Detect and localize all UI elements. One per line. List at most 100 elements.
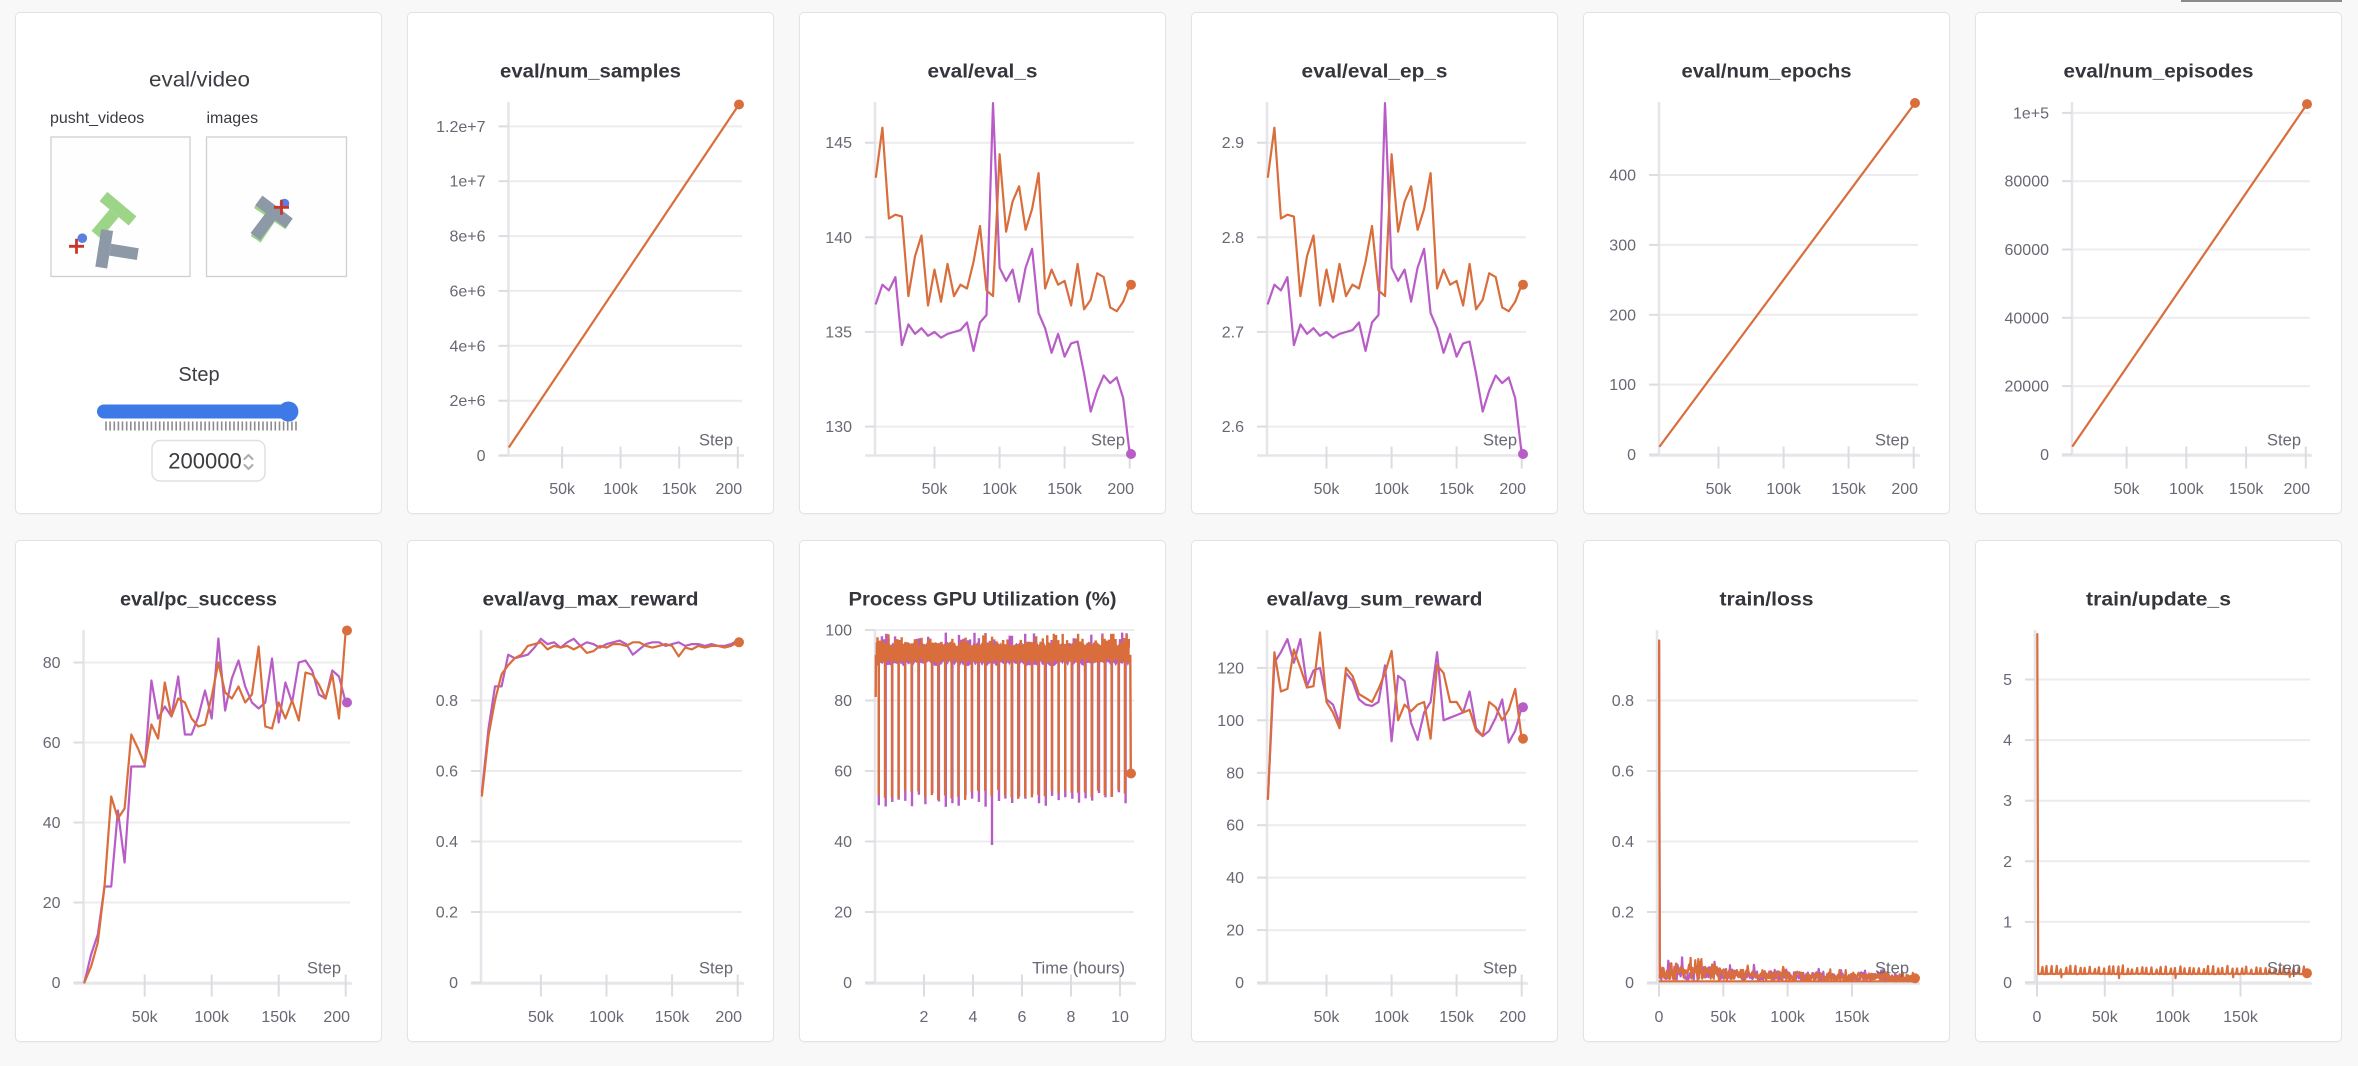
svg-text:20: 20 [834, 905, 852, 922]
svg-text:150k: 150k [1047, 481, 1083, 498]
svg-text:40: 40 [43, 815, 61, 832]
svg-text:0.2: 0.2 [436, 905, 458, 922]
svg-text:200: 200 [715, 481, 742, 498]
svg-text:0.8: 0.8 [436, 693, 458, 710]
svg-text:135: 135 [825, 324, 852, 341]
svg-text:Step: Step [1875, 432, 1909, 450]
svg-text:4: 4 [969, 1009, 978, 1026]
svg-text:100k: 100k [1770, 1009, 1806, 1026]
svg-text:40: 40 [834, 834, 852, 851]
svg-text:150k: 150k [1835, 1009, 1871, 1026]
svg-text:140: 140 [825, 230, 852, 247]
svg-text:0.6: 0.6 [436, 764, 458, 781]
svg-text:400: 400 [1609, 168, 1636, 185]
svg-text:100k: 100k [982, 481, 1018, 498]
svg-text:150k: 150k [2229, 481, 2265, 498]
svg-text:200: 200 [1107, 481, 1134, 498]
svg-text:100: 100 [825, 623, 852, 640]
svg-text:100k: 100k [1374, 1009, 1410, 1026]
svg-text:4: 4 [2003, 733, 2012, 750]
svg-text:2: 2 [2003, 854, 2012, 871]
svg-text:0: 0 [52, 975, 61, 992]
svg-text:100k: 100k [589, 1009, 625, 1026]
svg-text:0: 0 [1627, 447, 1636, 464]
svg-text:images: images [207, 110, 259, 127]
svg-text:Step: Step [2267, 960, 2301, 978]
svg-text:0: 0 [2003, 975, 2012, 992]
svg-text:50k: 50k [922, 481, 949, 498]
svg-text:eval/num_samples: eval/num_samples [500, 62, 681, 83]
svg-text:0: 0 [1625, 975, 1634, 992]
svg-text:200: 200 [2283, 481, 2310, 498]
svg-text:150k: 150k [655, 1009, 691, 1026]
svg-text:pusht_videos: pusht_videos [50, 110, 144, 127]
svg-text:0: 0 [2033, 1009, 2042, 1026]
svg-text:60: 60 [834, 764, 852, 781]
svg-text:1e+5: 1e+5 [2013, 105, 2049, 122]
svg-text:0: 0 [477, 448, 486, 465]
svg-text:50k: 50k [549, 481, 576, 498]
svg-text:200: 200 [1891, 481, 1918, 498]
svg-text:1.2e+7: 1.2e+7 [436, 119, 485, 136]
svg-text:5: 5 [2003, 672, 2012, 689]
svg-text:300: 300 [1609, 237, 1636, 254]
svg-text:eval/pc_success: eval/pc_success [120, 590, 277, 611]
svg-text:100k: 100k [603, 481, 639, 498]
svg-text:80: 80 [43, 655, 61, 672]
svg-text:50k: 50k [528, 1009, 555, 1026]
svg-text:80: 80 [834, 693, 852, 710]
svg-text:2.6: 2.6 [1222, 419, 1244, 436]
svg-text:2.8: 2.8 [1222, 230, 1244, 247]
svg-text:1: 1 [2003, 914, 2012, 931]
svg-text:Step: Step [699, 960, 733, 978]
svg-text:Step: Step [1483, 960, 1517, 978]
svg-text:eval/num_episodes: eval/num_episodes [2064, 62, 2254, 83]
svg-text:150k: 150k [2223, 1009, 2259, 1026]
svg-text:3: 3 [2003, 793, 2012, 810]
svg-text:0.8: 0.8 [1612, 693, 1634, 710]
svg-text:2e+6: 2e+6 [449, 393, 485, 410]
svg-text:100: 100 [1217, 713, 1244, 730]
svg-text:100k: 100k [2155, 1009, 2191, 1026]
svg-text:200: 200 [1609, 307, 1636, 324]
svg-text:0: 0 [843, 975, 852, 992]
svg-text:Step: Step [699, 432, 733, 450]
svg-text:80: 80 [1226, 765, 1244, 782]
svg-text:8: 8 [1067, 1009, 1076, 1026]
svg-text:8e+6: 8e+6 [449, 229, 485, 246]
svg-text:50k: 50k [2114, 481, 2141, 498]
svg-text:0.4: 0.4 [1612, 834, 1634, 851]
svg-text:100k: 100k [1766, 481, 1802, 498]
svg-text:6e+6: 6e+6 [449, 283, 485, 300]
svg-text:train/update_s: train/update_s [2086, 590, 2231, 611]
svg-text:200: 200 [323, 1009, 350, 1026]
svg-text:Step: Step [1483, 432, 1517, 450]
svg-text:60000: 60000 [2005, 242, 2050, 259]
svg-text:Step: Step [1875, 960, 1909, 978]
svg-text:2.9: 2.9 [1222, 135, 1244, 152]
svg-text:0.2: 0.2 [1612, 905, 1634, 922]
svg-text:100: 100 [1609, 377, 1636, 394]
svg-text:40000: 40000 [2005, 310, 2050, 327]
svg-text:50k: 50k [1314, 1009, 1341, 1026]
svg-text:0: 0 [449, 975, 458, 992]
svg-text:150k: 150k [1439, 481, 1475, 498]
svg-text:150k: 150k [662, 481, 698, 498]
svg-text:eval/eval_s: eval/eval_s [928, 62, 1038, 83]
svg-text:200: 200 [715, 1009, 742, 1026]
svg-text:Step: Step [1091, 432, 1125, 450]
svg-text:50k: 50k [1710, 1009, 1737, 1026]
svg-text:train/loss: train/loss [1720, 590, 1814, 611]
svg-text:eval/video: eval/video [149, 69, 250, 92]
svg-text:Step: Step [178, 364, 219, 386]
svg-text:200: 200 [1499, 1009, 1526, 1026]
svg-text:eval/avg_sum_reward: eval/avg_sum_reward [1267, 590, 1483, 611]
svg-text:50k: 50k [132, 1009, 159, 1026]
svg-text:0.4: 0.4 [436, 834, 458, 851]
svg-text:100k: 100k [2169, 481, 2205, 498]
svg-text:80000: 80000 [2005, 174, 2050, 191]
svg-text:4e+6: 4e+6 [449, 338, 485, 355]
svg-text:0: 0 [2040, 447, 2049, 464]
svg-text:50k: 50k [1706, 481, 1733, 498]
svg-text:200: 200 [1499, 481, 1526, 498]
